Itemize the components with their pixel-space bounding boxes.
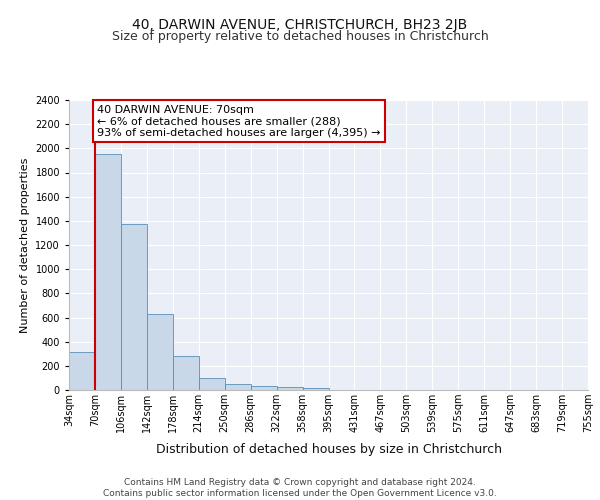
Bar	[147, 314, 173, 390]
Bar	[302, 388, 329, 390]
Bar	[199, 378, 224, 390]
Text: Distribution of detached houses by size in Christchurch: Distribution of detached houses by size …	[156, 442, 502, 456]
Bar	[251, 386, 277, 390]
Bar	[69, 352, 95, 390]
Bar	[225, 384, 251, 390]
Bar	[121, 224, 147, 390]
Y-axis label: Number of detached properties: Number of detached properties	[20, 158, 29, 332]
Text: 40 DARWIN AVENUE: 70sqm
← 6% of detached houses are smaller (288)
93% of semi-de: 40 DARWIN AVENUE: 70sqm ← 6% of detached…	[97, 105, 380, 138]
Bar	[173, 356, 199, 390]
Bar	[277, 387, 302, 390]
Text: Size of property relative to detached houses in Christchurch: Size of property relative to detached ho…	[112, 30, 488, 43]
Text: Contains HM Land Registry data © Crown copyright and database right 2024.
Contai: Contains HM Land Registry data © Crown c…	[103, 478, 497, 498]
Text: 40, DARWIN AVENUE, CHRISTCHURCH, BH23 2JB: 40, DARWIN AVENUE, CHRISTCHURCH, BH23 2J…	[133, 18, 467, 32]
Bar	[95, 154, 121, 390]
